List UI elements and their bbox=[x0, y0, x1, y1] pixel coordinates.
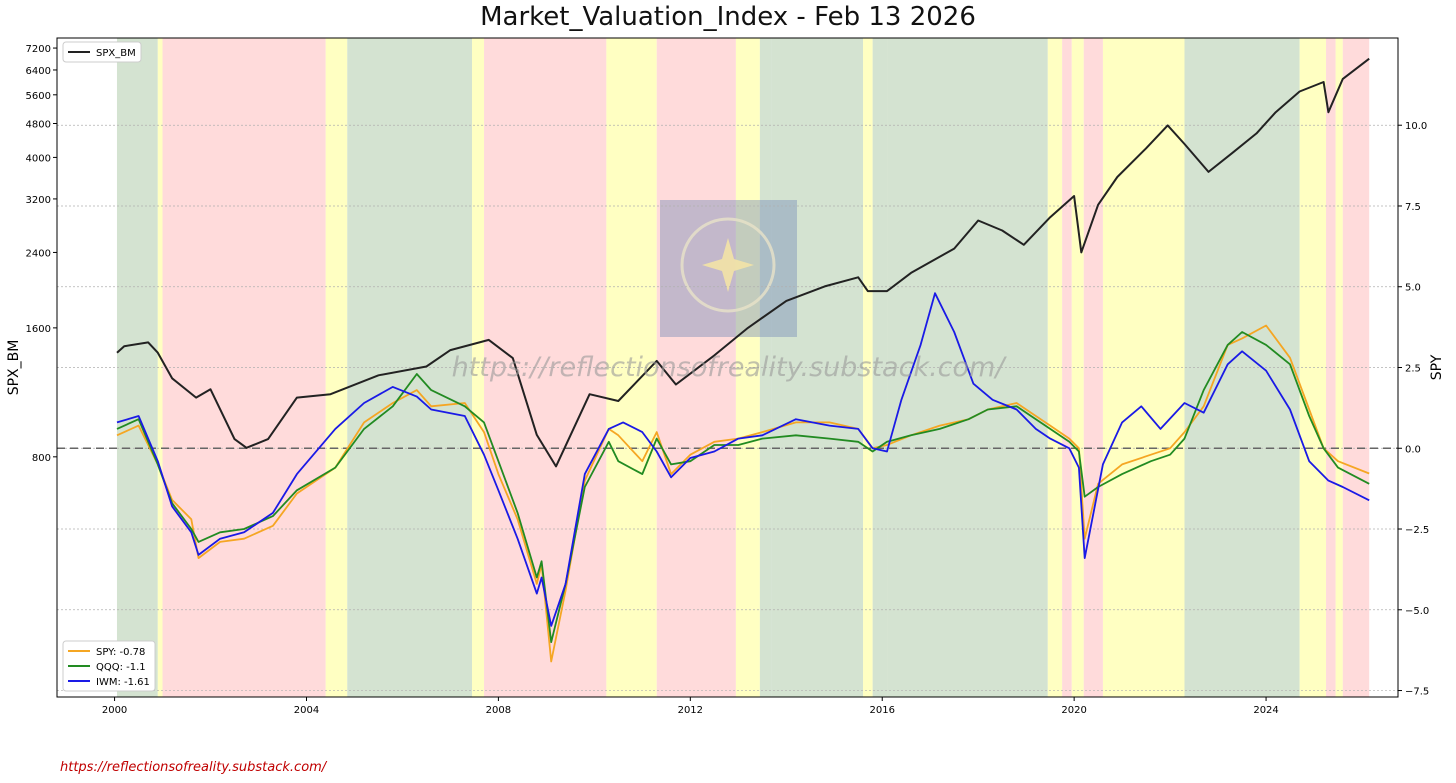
chart-title: Market_Valuation_Index - Feb 13 2026 bbox=[480, 2, 976, 32]
y-left-tick-label: 1600 bbox=[26, 324, 51, 335]
footer-link[interactable]: https://reflectionsofreality.substack.co… bbox=[60, 760, 327, 775]
legend-bottom-box bbox=[62, 640, 156, 692]
regime-band bbox=[157, 38, 163, 697]
x-tick-label: 2004 bbox=[294, 705, 319, 716]
regime-band bbox=[1335, 38, 1343, 697]
y-left-axis-label: SPX_BM bbox=[6, 340, 22, 396]
y-left-tick-label: 800 bbox=[32, 453, 51, 464]
legend-label: SPY: -0.78 bbox=[96, 647, 145, 658]
y-right-tick-label: −7.5 bbox=[1405, 687, 1429, 698]
y-right-tick-label: −2.5 bbox=[1405, 525, 1429, 536]
watermark-logo bbox=[660, 200, 797, 337]
series-line-spx_bm bbox=[116, 57, 1370, 468]
watermark-logo-star bbox=[702, 238, 754, 292]
y-right-tick-label: 2.5 bbox=[1405, 364, 1421, 375]
x-tick-label: 2020 bbox=[1061, 705, 1086, 716]
watermark-logo-ring bbox=[680, 217, 776, 313]
y-right-tick-label: 5.0 bbox=[1405, 283, 1421, 294]
legend-top: SPX_BM bbox=[62, 41, 142, 63]
regime-band bbox=[735, 38, 760, 697]
y-left-tick-label: 4000 bbox=[26, 153, 51, 164]
x-tick-label: 2016 bbox=[870, 705, 895, 716]
x-tick-label: 2000 bbox=[102, 705, 127, 716]
y-right-tick-label: −5.0 bbox=[1405, 606, 1429, 617]
legend-top-box bbox=[62, 41, 142, 63]
x-tick-label: 2012 bbox=[678, 705, 703, 716]
series-line-iwm bbox=[116, 292, 1370, 627]
y-right-tick-label: 0.0 bbox=[1405, 444, 1421, 455]
regime-band bbox=[1342, 38, 1370, 697]
y-left-tick-label: 6400 bbox=[26, 66, 51, 77]
legend-bottom: SPY: -0.78 QQQ: -1.1 IWM: -1.61 bbox=[62, 640, 156, 692]
legend-label: IWM: -1.61 bbox=[96, 677, 150, 688]
y-left-tick-label: 3200 bbox=[26, 195, 51, 206]
y-left-tick-label: 7200 bbox=[26, 44, 51, 55]
x-tick-label: 2024 bbox=[1253, 705, 1278, 716]
y-left-tick-label: 2400 bbox=[26, 248, 51, 259]
y-left-tick-label: 4800 bbox=[26, 119, 51, 130]
regime-band bbox=[863, 38, 873, 697]
x-tick-label: 2008 bbox=[486, 705, 511, 716]
regime-band bbox=[325, 38, 348, 697]
regime-band bbox=[872, 38, 888, 697]
regime-band bbox=[1102, 38, 1185, 697]
y-right-tick-label: 7.5 bbox=[1405, 202, 1421, 213]
y-right-axis-label: SPY bbox=[1429, 354, 1445, 380]
legend-label: SPX_BM bbox=[96, 48, 136, 59]
legend-label: QQQ: -1.1 bbox=[96, 662, 146, 673]
y-right-tick-label: 10.0 bbox=[1405, 121, 1427, 132]
y-left-tick-label: 5600 bbox=[26, 91, 51, 102]
watermark-text: https://reflectionsofreality.substack.co… bbox=[452, 352, 1008, 383]
